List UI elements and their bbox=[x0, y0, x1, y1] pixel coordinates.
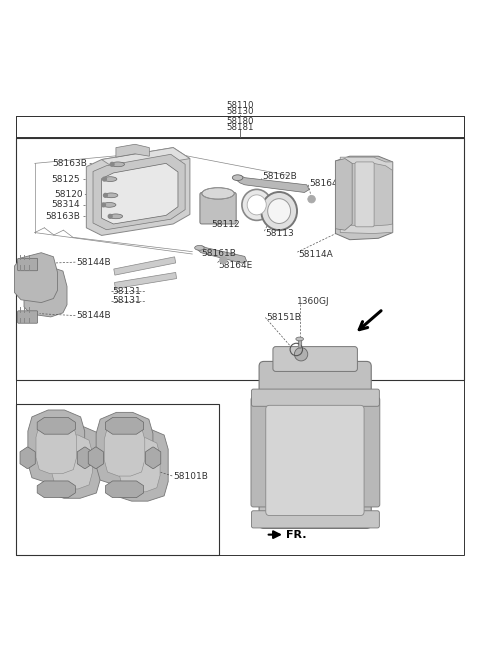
Polygon shape bbox=[336, 159, 352, 230]
Text: 58164E: 58164E bbox=[218, 261, 253, 270]
Polygon shape bbox=[340, 224, 393, 234]
Polygon shape bbox=[106, 481, 144, 498]
Bar bbox=[16, 115, 464, 137]
Polygon shape bbox=[37, 481, 75, 498]
Polygon shape bbox=[36, 420, 76, 474]
Bar bbox=[16, 138, 464, 380]
FancyBboxPatch shape bbox=[18, 311, 37, 323]
Circle shape bbox=[102, 203, 106, 207]
Polygon shape bbox=[28, 410, 84, 483]
Text: FR.: FR. bbox=[286, 529, 307, 540]
Ellipse shape bbox=[195, 245, 204, 250]
Ellipse shape bbox=[242, 190, 272, 220]
Circle shape bbox=[110, 163, 114, 166]
Polygon shape bbox=[111, 428, 168, 501]
Text: 58314: 58314 bbox=[51, 200, 80, 209]
Polygon shape bbox=[20, 447, 35, 468]
Polygon shape bbox=[197, 246, 247, 263]
Ellipse shape bbox=[268, 199, 290, 224]
Polygon shape bbox=[86, 148, 190, 236]
Polygon shape bbox=[102, 148, 190, 171]
Ellipse shape bbox=[296, 337, 303, 341]
Polygon shape bbox=[88, 447, 104, 468]
Text: 58112: 58112 bbox=[211, 220, 240, 230]
FancyBboxPatch shape bbox=[361, 397, 380, 507]
Polygon shape bbox=[106, 417, 144, 434]
FancyBboxPatch shape bbox=[355, 162, 374, 227]
Text: 58125: 58125 bbox=[51, 174, 80, 184]
Polygon shape bbox=[77, 447, 93, 468]
Polygon shape bbox=[116, 144, 149, 157]
Polygon shape bbox=[96, 413, 153, 485]
Polygon shape bbox=[52, 435, 92, 489]
Ellipse shape bbox=[202, 188, 234, 199]
Text: 58120: 58120 bbox=[54, 190, 83, 199]
Text: 58114A: 58114A bbox=[298, 249, 333, 258]
Text: 58161B: 58161B bbox=[201, 249, 236, 258]
FancyBboxPatch shape bbox=[266, 405, 364, 516]
FancyBboxPatch shape bbox=[18, 258, 37, 271]
Text: 1360GJ: 1360GJ bbox=[297, 297, 330, 306]
Text: 58130: 58130 bbox=[226, 108, 254, 116]
Polygon shape bbox=[37, 417, 75, 434]
Circle shape bbox=[219, 256, 227, 264]
FancyBboxPatch shape bbox=[252, 389, 379, 406]
Text: 58101B: 58101B bbox=[173, 472, 208, 482]
FancyBboxPatch shape bbox=[273, 346, 358, 371]
FancyBboxPatch shape bbox=[259, 361, 371, 529]
Text: 58144B: 58144B bbox=[76, 311, 111, 320]
Ellipse shape bbox=[247, 195, 266, 215]
Polygon shape bbox=[93, 154, 185, 230]
Polygon shape bbox=[145, 447, 161, 468]
Polygon shape bbox=[104, 422, 145, 476]
Circle shape bbox=[103, 177, 107, 181]
Ellipse shape bbox=[111, 162, 124, 167]
Text: 58110: 58110 bbox=[226, 101, 254, 110]
Circle shape bbox=[104, 194, 108, 197]
FancyBboxPatch shape bbox=[200, 192, 236, 224]
Text: 58151B: 58151B bbox=[266, 313, 301, 322]
Ellipse shape bbox=[261, 192, 297, 230]
Polygon shape bbox=[24, 267, 67, 317]
Text: 58163B: 58163B bbox=[52, 159, 87, 168]
Bar bbox=[16, 404, 218, 555]
Ellipse shape bbox=[105, 193, 118, 197]
FancyBboxPatch shape bbox=[252, 511, 379, 528]
Polygon shape bbox=[44, 425, 100, 499]
Polygon shape bbox=[114, 272, 177, 289]
FancyBboxPatch shape bbox=[251, 397, 270, 507]
Text: 58164E: 58164E bbox=[309, 179, 344, 188]
Polygon shape bbox=[120, 438, 160, 492]
Ellipse shape bbox=[103, 203, 116, 207]
Ellipse shape bbox=[232, 174, 243, 180]
Circle shape bbox=[108, 215, 112, 218]
Polygon shape bbox=[336, 156, 393, 239]
Text: 58113: 58113 bbox=[265, 230, 294, 239]
Text: 58181: 58181 bbox=[226, 123, 254, 132]
Circle shape bbox=[294, 348, 308, 361]
Text: 58180: 58180 bbox=[226, 117, 254, 126]
Ellipse shape bbox=[109, 214, 122, 218]
Circle shape bbox=[308, 195, 315, 203]
Ellipse shape bbox=[104, 176, 117, 182]
Text: 58162B: 58162B bbox=[263, 172, 297, 181]
Polygon shape bbox=[102, 163, 178, 224]
Text: 58131: 58131 bbox=[112, 297, 141, 305]
Polygon shape bbox=[235, 175, 309, 192]
Text: 58144B: 58144B bbox=[76, 258, 111, 266]
Polygon shape bbox=[14, 253, 58, 302]
Text: 58163B: 58163B bbox=[45, 212, 80, 221]
Text: 58131: 58131 bbox=[112, 287, 141, 296]
Polygon shape bbox=[340, 157, 393, 171]
Polygon shape bbox=[114, 257, 176, 275]
